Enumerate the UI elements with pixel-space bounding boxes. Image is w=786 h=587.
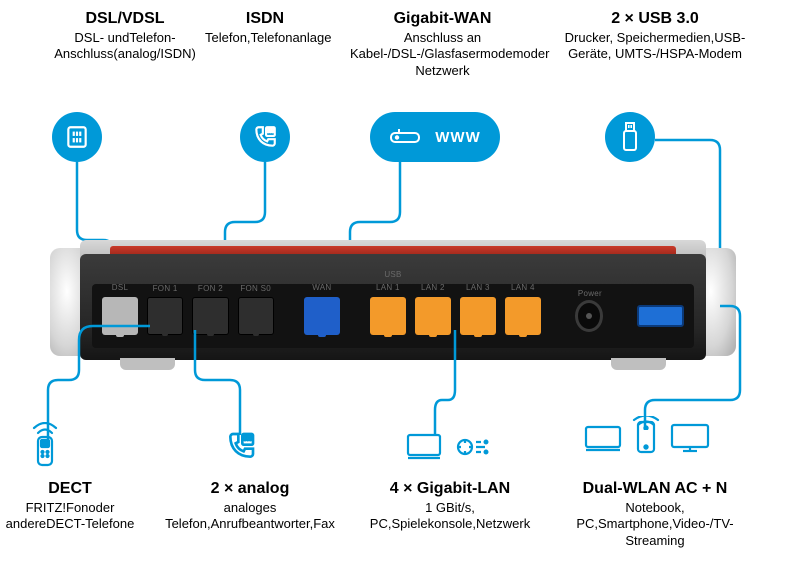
callout-title: Gigabit-WAN [350, 10, 535, 28]
callout-desc: Telefon,Telefonanlage [205, 30, 325, 46]
router-illustration: DSL FON 1 FON 2 FON S0 WAN LAN 1 LAN 2 L… [50, 240, 736, 370]
callout-usb: 2 × USB 3.0 Drucker, Speichermedien,USB-… [550, 10, 760, 63]
port-lan4: LAN 4 [505, 297, 541, 335]
callout-desc: Anschluss an Kabel-/DSL-/Glasfasermodemo… [350, 30, 535, 79]
callout-wlan: Dual-WLAN AC + N Notebook, PC,Smartphone… [555, 480, 755, 549]
port-wan: WAN [304, 297, 340, 335]
port-usb: USB [637, 305, 684, 327]
callout-title: Dual-WLAN AC + N [555, 480, 755, 498]
dsl-icon [52, 112, 102, 162]
callout-title: DECT [0, 480, 150, 498]
wlan-icons [583, 420, 711, 454]
callout-wan: Gigabit-WAN Anschluss an Kabel-/DSL-/Gla… [350, 10, 535, 79]
callout-desc: Drucker, Speichermedien,USB-Geräte, UMTS… [550, 30, 760, 63]
port-power: Power [575, 300, 603, 332]
analog-icons [225, 430, 257, 462]
dect-icons [28, 422, 62, 468]
phone-icon [240, 112, 290, 162]
callout-isdn: ISDN Telefon,Telefonanlage [205, 10, 325, 46]
port-fon1: FON 1 [147, 297, 183, 335]
callout-title: 2 × USB 3.0 [550, 10, 760, 28]
callout-desc: analoges Telefon,Anrufbeantworter,Fax [165, 500, 335, 533]
port-strip: DSL FON 1 FON 2 FON S0 WAN LAN 1 LAN 2 L… [92, 284, 694, 348]
callout-dect: DECT FRITZ!Fonoder andereDECT-Telefone [0, 480, 150, 533]
callout-desc: Notebook, PC,Smartphone,Video-/TV-Stream… [555, 500, 755, 549]
callout-lan: 4 × Gigabit-LAN 1 GBit/s, PC,Spielekonso… [360, 480, 540, 533]
port-dsl: DSL [102, 297, 138, 335]
usb-icon [605, 112, 655, 162]
callout-title: DSL/VDSL [40, 10, 210, 28]
callout-desc: 1 GBit/s, PC,Spielekonsole,Netzwerk [360, 500, 540, 533]
port-lan2: LAN 2 [415, 297, 451, 335]
callout-desc: FRITZ!Fonoder andereDECT-Telefone [0, 500, 150, 533]
callout-title: 2 × analog [165, 480, 335, 498]
port-fon2: FON 2 [192, 297, 228, 335]
callout-title: ISDN [205, 10, 325, 28]
www-label: WWW [435, 129, 480, 146]
port-lan1: LAN 1 [370, 297, 406, 335]
wan-icon: WWW [370, 112, 500, 162]
callout-analog: 2 × analog analoges Telefon,Anrufbeantwo… [165, 480, 335, 533]
lan-icons [405, 432, 489, 462]
callout-title: 4 × Gigabit-LAN [360, 480, 540, 498]
callout-dsl: DSL/VDSL DSL- undTelefon-Anschluss(analo… [40, 10, 210, 63]
port-fons0: FON S0 [238, 297, 274, 335]
callout-desc: DSL- undTelefon-Anschluss(analog/ISDN) [40, 30, 210, 63]
port-lan3: LAN 3 [460, 297, 496, 335]
